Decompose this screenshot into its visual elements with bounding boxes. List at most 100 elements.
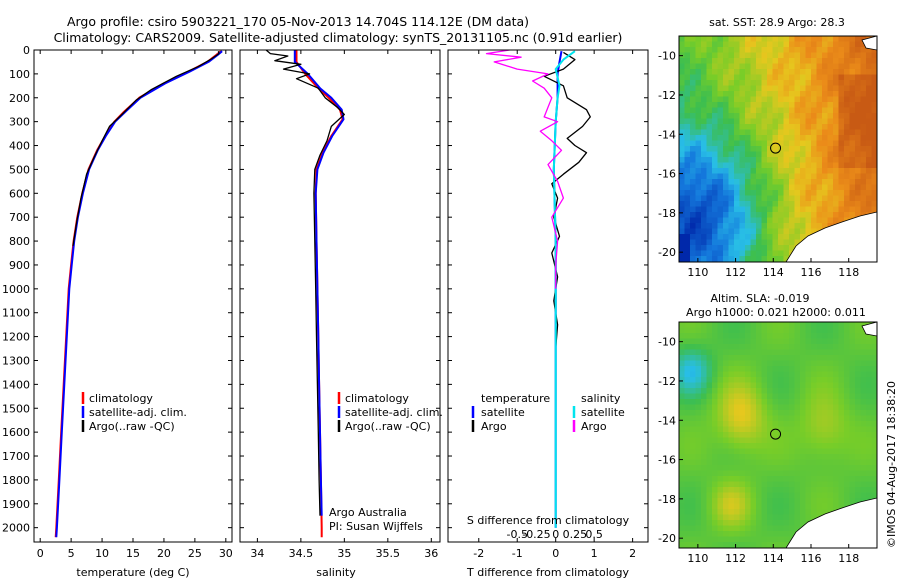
map-cell <box>866 113 872 119</box>
map-cell <box>739 498 746 504</box>
map-cell <box>695 536 702 543</box>
map-cell <box>794 96 801 103</box>
map-cell <box>695 74 702 81</box>
map-cell <box>690 256 696 262</box>
map-cell <box>756 36 762 42</box>
map-cell <box>756 503 762 510</box>
map-cell <box>822 404 828 411</box>
map-cell <box>756 250 762 257</box>
map-cell <box>761 476 768 482</box>
map-cell <box>706 212 713 218</box>
map-cell <box>794 443 801 449</box>
map-cell <box>871 426 877 433</box>
map-cell <box>783 151 790 158</box>
map-cell <box>723 509 729 515</box>
map-cell <box>855 129 861 136</box>
map-cell <box>778 542 784 548</box>
map-cell <box>739 146 746 152</box>
map-cell <box>734 426 740 433</box>
map-cell <box>860 432 867 438</box>
map-cell <box>761 91 768 97</box>
map-cell <box>684 415 691 422</box>
map-cell <box>849 349 856 356</box>
map-cell <box>695 85 702 92</box>
map-cell <box>728 223 735 229</box>
map-cell <box>739 371 746 378</box>
map-cell <box>745 102 751 108</box>
map-cell <box>761 465 768 471</box>
map-cell <box>712 531 718 537</box>
map-cell <box>690 91 696 97</box>
map-cell <box>860 399 867 405</box>
map-cell <box>706 96 713 103</box>
map-cell <box>789 146 795 152</box>
map-cell <box>723 256 729 262</box>
map-cell <box>750 146 757 152</box>
map-cell <box>866 437 872 444</box>
map-cell <box>860 355 867 361</box>
map-cell <box>712 69 718 75</box>
map-cell <box>783 465 790 471</box>
map-cell <box>844 338 850 345</box>
map-cell <box>723 349 729 356</box>
map-cell <box>767 113 773 119</box>
map-cell <box>745 514 751 521</box>
map-cell <box>739 322 746 328</box>
map-cell <box>695 443 702 449</box>
map-cell <box>761 459 768 466</box>
map-cell <box>822 432 828 438</box>
map-cell <box>805 327 812 334</box>
map-cell <box>756 85 762 92</box>
map-cell <box>855 135 861 141</box>
map-cell <box>750 201 757 207</box>
map-cell <box>739 223 746 229</box>
map-cell <box>745 85 751 92</box>
map-cell <box>695 377 702 383</box>
map-cell <box>717 157 724 163</box>
map-cell <box>822 91 828 97</box>
map-cell <box>816 371 823 378</box>
map-cell <box>706 52 713 59</box>
map-cell <box>761 410 768 416</box>
map-cell <box>734 481 740 488</box>
map-cell <box>723 476 729 482</box>
map-cell <box>855 140 861 147</box>
map-cell <box>783 388 790 394</box>
map-cell <box>739 459 746 466</box>
map-cell <box>756 256 762 262</box>
map-cell <box>767 498 773 504</box>
map-cell <box>745 338 751 345</box>
map-cell <box>866 487 872 493</box>
legend-title-temperature: temperature <box>481 392 550 405</box>
map-cell <box>778 536 784 543</box>
map-cell <box>778 366 784 372</box>
map-cell <box>871 448 877 455</box>
map-cell <box>827 135 834 141</box>
map-cell <box>723 338 729 345</box>
map-cell <box>750 223 757 229</box>
map-cell <box>701 96 707 103</box>
map-cell <box>717 245 724 251</box>
map-cell <box>717 74 724 81</box>
map-cell <box>778 173 784 180</box>
map-cell <box>761 190 768 196</box>
map-cell <box>761 256 768 262</box>
map-cell <box>734 102 740 108</box>
map-cell <box>679 41 685 48</box>
map-cell <box>855 344 861 350</box>
map-cell <box>723 393 729 400</box>
map-cell <box>833 47 839 53</box>
map-cell <box>690 520 696 526</box>
map-cell <box>838 102 845 108</box>
map-cell <box>783 162 790 169</box>
map-cell <box>734 228 740 235</box>
map-cell <box>712 217 718 224</box>
map-cell <box>866 459 872 466</box>
map-cell <box>712 432 718 438</box>
map-cell <box>712 454 718 460</box>
map-cell <box>761 74 768 81</box>
map-cell <box>811 41 817 48</box>
map-cell <box>761 47 768 53</box>
map-cell <box>750 47 757 53</box>
map-cell <box>728 212 735 218</box>
